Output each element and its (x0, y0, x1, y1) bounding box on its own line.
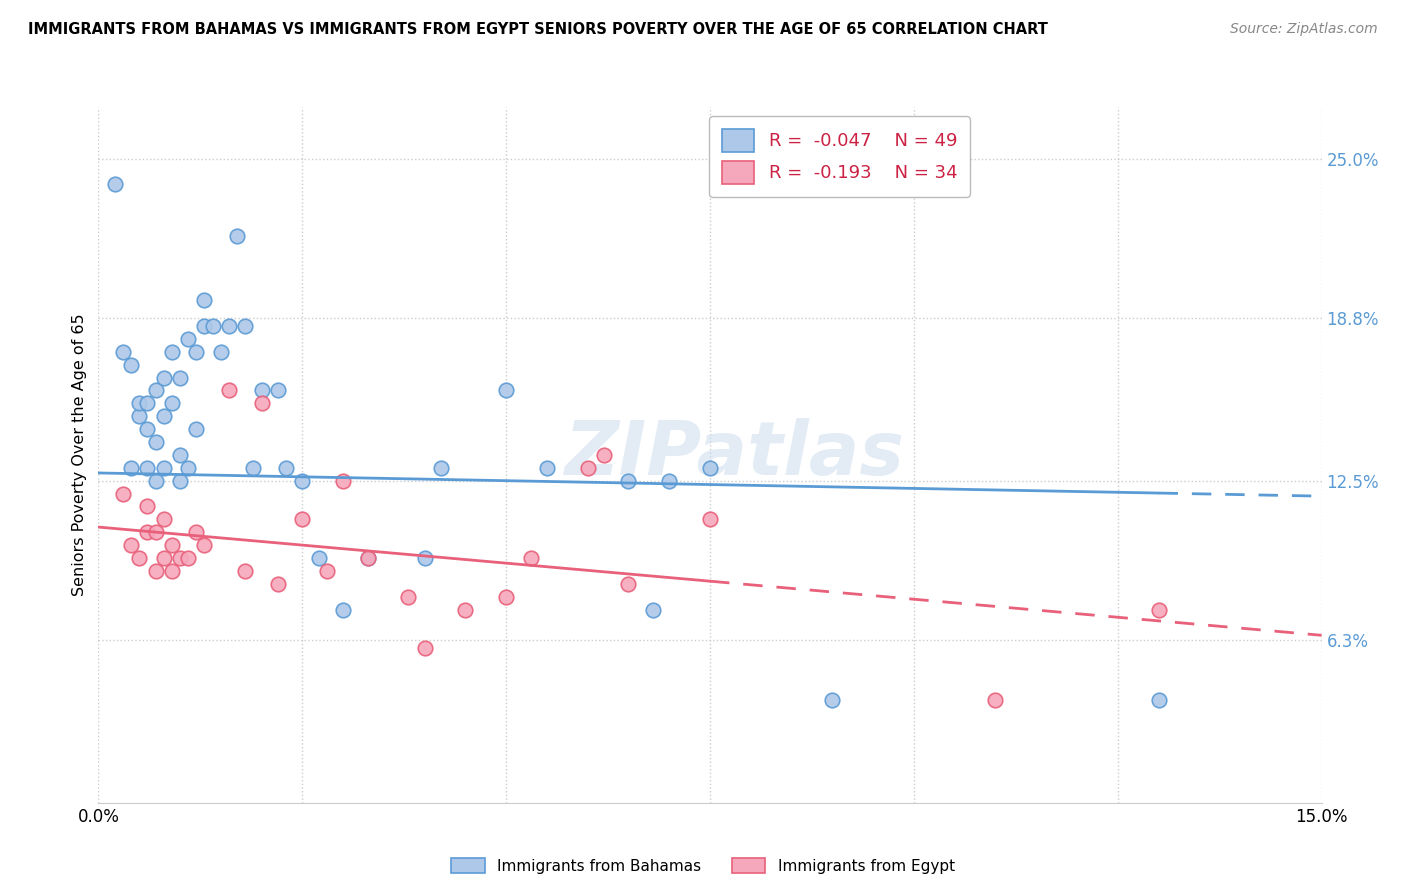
Point (250, 396, 273, 410)
Point (593, 448, 616, 462)
Point (519, 551, 541, 566)
Point (169, 551, 191, 566)
Point (120, 538, 142, 552)
Point (617, 474, 640, 488)
Point (356, 551, 378, 566)
Point (495, 590, 517, 604)
Point (658, 474, 681, 488)
Point (193, 538, 215, 552)
Point (160, 538, 183, 552)
Point (186, 422, 208, 436)
Point (193, 319, 215, 334)
Legend: R =  -0.047    N = 49, R =  -0.193    N = 34: R = -0.047 N = 49, R = -0.193 N = 34 (709, 116, 970, 197)
Text: IMMIGRANTS FROM BAHAMAS VS IMMIGRANTS FROM EGYPT SENIORS POVERTY OVER THE AGE OF: IMMIGRANTS FROM BAHAMAS VS IMMIGRANTS FR… (28, 22, 1047, 37)
Point (430, 460, 453, 475)
Point (104, 178, 127, 192)
Point (233, 319, 256, 334)
Point (209, 344, 232, 359)
Point (136, 396, 159, 410)
Point (152, 512, 174, 526)
Point (201, 319, 224, 334)
Point (291, 474, 314, 488)
Point (641, 602, 664, 616)
Point (576, 460, 599, 475)
Point (413, 641, 436, 656)
Point (274, 460, 297, 475)
Y-axis label: Seniors Poverty Over the Age of 65: Seniors Poverty Over the Age of 65 (72, 314, 87, 596)
Point (169, 448, 191, 462)
Point (1147, 692, 1170, 706)
Point (226, 228, 249, 243)
Point (145, 525, 167, 540)
Point (169, 474, 191, 488)
Point (111, 344, 134, 359)
Point (218, 319, 240, 334)
Point (267, 576, 290, 591)
Point (136, 525, 159, 540)
Point (984, 692, 1007, 706)
Point (160, 564, 183, 578)
Text: ZIPatlas: ZIPatlas (564, 418, 904, 491)
Point (120, 358, 142, 372)
Point (356, 551, 378, 566)
Point (186, 344, 208, 359)
Point (145, 564, 167, 578)
Point (111, 486, 134, 500)
Point (536, 460, 558, 475)
Point (242, 460, 264, 475)
Point (128, 396, 150, 410)
Point (169, 370, 191, 384)
Point (177, 460, 200, 475)
Point (152, 551, 174, 566)
Point (233, 564, 256, 578)
Point (177, 551, 200, 566)
Point (617, 576, 640, 591)
Point (315, 564, 337, 578)
Point (152, 409, 174, 424)
Point (495, 384, 517, 398)
Point (145, 435, 167, 450)
Point (699, 460, 721, 475)
Point (218, 384, 240, 398)
Legend: Immigrants from Bahamas, Immigrants from Egypt: Immigrants from Bahamas, Immigrants from… (446, 852, 960, 880)
Point (128, 409, 150, 424)
Point (152, 370, 174, 384)
Point (160, 396, 183, 410)
Point (332, 602, 354, 616)
Point (396, 590, 419, 604)
Point (193, 293, 215, 308)
Point (699, 512, 721, 526)
Point (136, 422, 159, 436)
Point (160, 344, 183, 359)
Point (136, 500, 159, 514)
Point (136, 460, 159, 475)
Point (413, 551, 436, 566)
Point (821, 692, 844, 706)
Point (332, 474, 354, 488)
Point (152, 460, 174, 475)
Point (120, 460, 142, 475)
Point (267, 384, 290, 398)
Point (454, 602, 477, 616)
Point (145, 474, 167, 488)
Point (308, 551, 330, 566)
Point (177, 332, 200, 346)
Point (250, 384, 273, 398)
Point (128, 551, 150, 566)
Point (145, 384, 167, 398)
Point (186, 525, 208, 540)
Point (291, 512, 314, 526)
Text: Source: ZipAtlas.com: Source: ZipAtlas.com (1230, 22, 1378, 37)
Point (1147, 602, 1170, 616)
